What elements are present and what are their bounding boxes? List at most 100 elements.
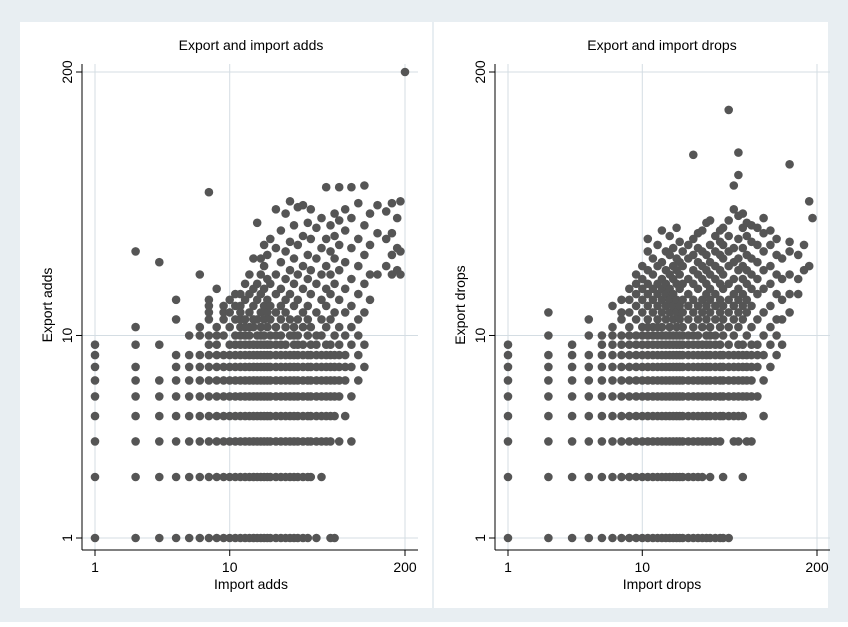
- data-point-adds: [293, 240, 303, 250]
- data-point-drops: [631, 392, 641, 401]
- data-point-adds: [340, 411, 350, 421]
- data-point-drops: [759, 308, 768, 317]
- data-point-adds: [306, 322, 316, 332]
- data-point-drops: [753, 392, 762, 401]
- data-point-drops: [738, 411, 748, 421]
- x-axis-label-adds: Import adds: [214, 576, 288, 592]
- data-point-adds: [334, 240, 344, 250]
- data-point-adds: [285, 289, 295, 299]
- data-point-adds: [298, 308, 308, 317]
- data-point-adds: [326, 289, 335, 299]
- data-point-adds: [131, 392, 140, 401]
- data-point-drops: [567, 362, 577, 372]
- data-point-adds: [334, 437, 344, 446]
- data-point-drops: [631, 315, 641, 324]
- data-point-adds: [303, 315, 313, 324]
- data-point-adds: [131, 247, 140, 256]
- data-point-adds: [387, 198, 397, 208]
- data-point-adds: [155, 411, 164, 421]
- data-point-adds: [276, 226, 286, 235]
- panel-drops: Export and import drops Export drops Imp…: [434, 22, 830, 608]
- data-point-drops: [718, 331, 728, 340]
- data-point-adds: [256, 270, 266, 279]
- data-point-drops: [503, 533, 513, 543]
- data-point-adds: [171, 376, 181, 385]
- data-point-adds: [360, 362, 369, 372]
- data-point-drops: [729, 301, 739, 311]
- data-point-adds: [312, 223, 321, 233]
- x-tick-label-adds-10: 10: [222, 559, 238, 575]
- data-point-adds: [240, 315, 250, 324]
- data-point-drops: [625, 295, 634, 305]
- data-point-adds: [90, 533, 100, 543]
- data-point-adds: [204, 376, 214, 385]
- data-point-drops: [584, 350, 594, 360]
- data-point-adds: [281, 247, 290, 256]
- data-point-drops: [608, 392, 617, 401]
- data-point-drops: [785, 247, 794, 256]
- data-point-adds: [347, 182, 356, 192]
- data-point-adds: [219, 308, 228, 317]
- data-point-drops: [503, 411, 513, 421]
- data-point-adds: [340, 362, 350, 372]
- y-axis-label-adds: Export adds: [39, 268, 55, 343]
- data-point-drops: [759, 284, 768, 294]
- data-point-adds: [347, 301, 356, 311]
- data-point-drops: [617, 437, 626, 446]
- data-point-drops: [584, 376, 594, 385]
- data-point-adds: [90, 392, 100, 401]
- data-point-drops: [753, 340, 762, 350]
- data-point-drops: [638, 308, 647, 317]
- data-point-adds: [195, 270, 205, 279]
- data-point-adds: [249, 322, 258, 332]
- data-point-drops: [793, 274, 803, 284]
- data-point-drops: [668, 315, 678, 324]
- chart-title-drops: Export and import drops: [587, 37, 736, 53]
- data-point-drops: [753, 362, 762, 372]
- data-point-drops: [617, 362, 626, 372]
- data-point-drops: [661, 315, 671, 324]
- data-point-adds: [360, 308, 369, 317]
- data-point-adds: [289, 322, 299, 332]
- data-point-drops: [597, 472, 607, 482]
- data-point-adds: [317, 331, 326, 340]
- data-point-adds: [171, 392, 181, 401]
- data-point-adds: [293, 315, 303, 324]
- data-point-drops: [653, 301, 662, 311]
- data-point-adds: [219, 362, 228, 372]
- data-point-drops: [777, 254, 787, 263]
- data-point-drops: [785, 160, 794, 169]
- data-point-drops: [597, 331, 607, 340]
- data-point-adds: [204, 411, 214, 421]
- data-point-adds: [204, 472, 214, 482]
- data-point-drops: [503, 350, 513, 360]
- data-point-adds: [266, 234, 275, 244]
- data-point-adds: [219, 331, 228, 340]
- data-point-adds: [293, 295, 303, 305]
- data-point-drops: [766, 240, 775, 250]
- data-point-adds: [312, 533, 321, 543]
- data-point-adds: [171, 350, 181, 360]
- data-point-adds: [219, 411, 228, 421]
- data-point-drops: [738, 472, 748, 482]
- data-point-adds: [354, 376, 363, 385]
- data-point-drops: [724, 105, 733, 115]
- data-point-adds: [276, 284, 286, 294]
- data-point-drops: [625, 331, 634, 340]
- data-point-adds: [219, 315, 228, 324]
- data-point-adds: [259, 315, 269, 324]
- data-point-drops: [729, 243, 739, 253]
- data-point-drops: [734, 170, 743, 180]
- data-point-adds: [90, 411, 100, 421]
- data-point-drops: [711, 315, 720, 324]
- data-point-adds: [330, 331, 339, 340]
- data-point-drops: [584, 392, 594, 401]
- data-point-drops: [724, 295, 733, 305]
- data-point-drops: [597, 376, 607, 385]
- data-point-adds: [321, 182, 331, 192]
- data-point-drops: [808, 213, 817, 223]
- data-point-adds: [131, 411, 140, 421]
- data-point-adds: [219, 533, 228, 543]
- data-point-adds: [204, 331, 214, 340]
- data-point-drops: [747, 437, 756, 446]
